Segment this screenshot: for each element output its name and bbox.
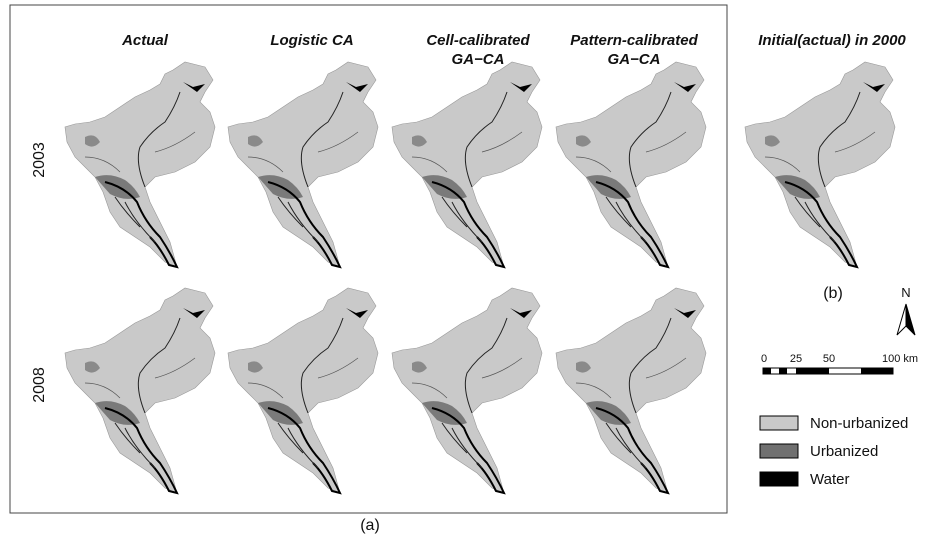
map <box>228 288 378 493</box>
column-header: Cell-calibrated <box>426 32 530 49</box>
column-header: GA−CA <box>452 51 505 68</box>
column-header: Logistic CA <box>270 32 353 49</box>
scale-label: 100 km <box>882 353 918 365</box>
scale-bar: 0 25 50 100 km <box>761 353 918 374</box>
legend-label: Non-urbanized <box>810 415 908 432</box>
column-header: Pattern-calibrated <box>570 32 698 49</box>
panel-label: (a) <box>360 517 380 534</box>
scale-label: 25 <box>790 353 802 365</box>
legend-swatch <box>760 444 798 458</box>
legend-swatch <box>760 416 798 430</box>
figure: Actual Logistic CA Cell-calibrated GA−CA… <box>0 0 938 543</box>
map <box>65 288 215 493</box>
panel-title: Initial(actual) in 2000 <box>758 32 906 49</box>
legend-label: Water <box>810 471 849 488</box>
column-header: Actual <box>121 32 169 49</box>
row-label: 2003 <box>31 142 48 178</box>
map <box>65 62 215 267</box>
map <box>556 62 706 267</box>
map <box>392 62 542 267</box>
scale-label: 50 <box>823 353 835 365</box>
legend-swatch <box>760 472 798 486</box>
north-label: N <box>901 285 910 300</box>
row-label: 2008 <box>31 367 48 403</box>
legend-label: Urbanized <box>810 443 878 460</box>
map <box>745 62 895 267</box>
north-arrow: N <box>897 285 915 335</box>
map <box>228 62 378 267</box>
panel-label: (b) <box>823 285 843 302</box>
scale-label: 0 <box>761 353 767 365</box>
column-header: GA−CA <box>608 51 661 68</box>
map <box>392 288 542 493</box>
map <box>556 288 706 493</box>
